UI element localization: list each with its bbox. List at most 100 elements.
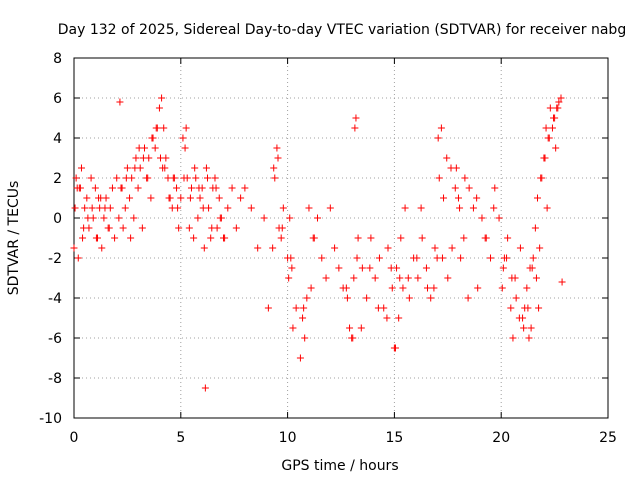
data-point: [199, 204, 207, 212]
data-point: [237, 194, 245, 202]
data-point: [431, 244, 439, 252]
data-point: [507, 304, 515, 312]
data-point: [422, 264, 430, 272]
data-point: [279, 204, 287, 212]
data-point: [254, 244, 262, 252]
data-point: [215, 194, 223, 202]
data-point: [224, 204, 232, 212]
data-point: [121, 204, 129, 212]
data-point: [543, 204, 551, 212]
data-point: [322, 274, 330, 282]
data-point: [271, 174, 279, 182]
data-point: [300, 304, 308, 312]
data-point: [287, 254, 295, 262]
data-point: [211, 174, 219, 182]
data-point: [108, 184, 116, 192]
data-point: [132, 154, 140, 162]
data-point: [460, 234, 468, 242]
y-axis-label: SDTVAR / TECUs: [6, 181, 22, 296]
data-point: [542, 124, 550, 132]
data-point: [310, 234, 318, 242]
data-point: [95, 194, 103, 202]
data-point: [557, 94, 565, 102]
data-point: [139, 154, 147, 162]
data-point: [216, 214, 224, 222]
data-point: [473, 194, 481, 202]
data-point: [353, 254, 361, 262]
data-point: [81, 204, 89, 212]
data-point: [495, 214, 503, 222]
data-point: [134, 184, 142, 192]
data-point: [179, 134, 187, 142]
data-point: [500, 254, 508, 262]
data-point: [456, 204, 464, 212]
plot-frame: [73, 57, 609, 419]
data-point: [100, 214, 108, 222]
data-point: [131, 164, 139, 172]
data-point: [187, 184, 195, 192]
data-point: [537, 174, 545, 182]
data-point: [159, 164, 167, 172]
data-point: [151, 144, 159, 152]
data-point: [208, 224, 216, 232]
data-point: [349, 334, 357, 342]
data-point: [152, 124, 160, 132]
data-point: [531, 224, 539, 232]
data-point: [465, 184, 473, 192]
data-point: [228, 184, 236, 192]
data-point: [185, 224, 193, 232]
data-point: [202, 164, 210, 172]
data-point: [554, 104, 562, 112]
data-point: [101, 204, 109, 212]
data-point: [504, 234, 512, 242]
grid-lines: [74, 58, 608, 418]
data-point: [98, 244, 106, 252]
data-point: [375, 254, 383, 262]
data-point: [515, 314, 523, 322]
y-tick-label: 8: [53, 51, 62, 67]
data-point: [169, 174, 177, 182]
data-point: [126, 194, 134, 202]
y-tick-label: 2: [53, 171, 62, 187]
data-point: [130, 214, 138, 222]
data-point: [448, 244, 456, 252]
data-point: [180, 174, 188, 182]
data-point: [524, 304, 532, 312]
data-point: [516, 244, 524, 252]
data-point: [70, 244, 78, 252]
data-point: [454, 194, 462, 202]
data-point: [181, 144, 189, 152]
data-point: [177, 194, 185, 202]
data-point: [87, 174, 95, 182]
data-point: [396, 274, 404, 282]
data-point: [190, 234, 198, 242]
data-point: [204, 174, 211, 182]
data-point: [331, 244, 339, 252]
data-point: [144, 174, 152, 182]
data-point: [461, 174, 469, 182]
data-point: [388, 284, 396, 292]
data-point: [546, 104, 554, 112]
data-point: [511, 274, 519, 282]
data-point: [138, 224, 146, 232]
data-point: [440, 194, 448, 202]
data-point: [160, 124, 168, 132]
data-point: [71, 204, 79, 212]
data-point: [289, 324, 297, 332]
data-point: [72, 174, 80, 182]
data-point: [464, 294, 472, 302]
data-point: [555, 98, 563, 106]
data-point: [526, 264, 534, 272]
data-point: [532, 274, 540, 282]
data-point: [292, 304, 300, 312]
data-point: [241, 184, 249, 192]
data-point: [314, 214, 322, 222]
data-point: [135, 144, 143, 152]
data-point: [303, 294, 311, 302]
data-point: [527, 324, 535, 332]
data-point: [424, 284, 432, 292]
data-point: [387, 264, 395, 272]
data-point: [343, 294, 351, 302]
data-point: [443, 154, 451, 162]
data-point: [232, 224, 240, 232]
